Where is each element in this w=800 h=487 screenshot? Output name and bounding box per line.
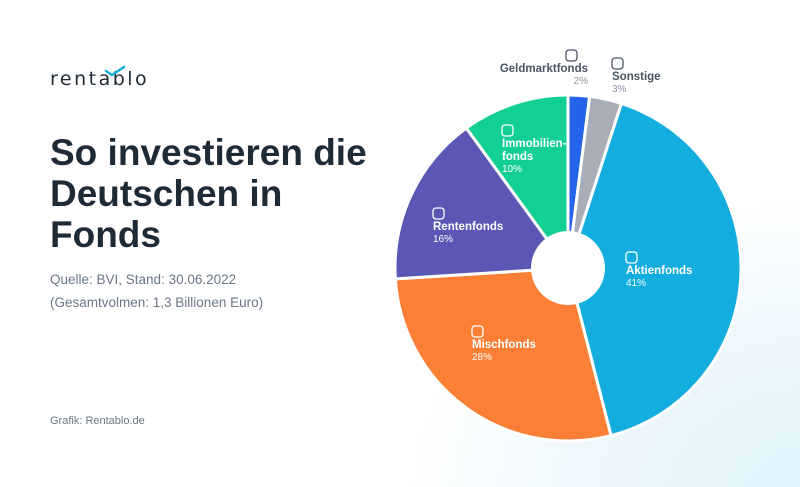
bank-exchange-icon [565, 49, 578, 62]
coin-icon [611, 57, 624, 70]
building-icon [501, 124, 514, 137]
pie-slice-immobilienfonds [464, 93, 570, 273]
source-line: Quelle: BVI, Stand: 30.06.2022 [50, 272, 237, 287]
total-volume-line: (Gesamtvolmen: 1,3 Billionen Euro) [50, 295, 264, 310]
checkmark-logo-icon [104, 65, 126, 77]
rentablo-logo: rentablo [50, 65, 150, 90]
pie-slice-aktienfonds [566, 101, 743, 438]
chart-line-icon [625, 251, 638, 264]
slice-value-label: 10% [502, 164, 522, 175]
slice-label: Rentenfonds [433, 221, 503, 233]
slice-label: Geldmarktfonds [500, 63, 588, 75]
dollar-coin-icon [471, 325, 484, 338]
slice-value-label: 28% [472, 352, 492, 363]
slice-value-label: 3% [612, 84, 627, 95]
slice-label: Aktienfonds [626, 265, 692, 277]
slice-label: Immobilien- [502, 138, 567, 150]
slice-value-label: 2% [574, 76, 589, 87]
pie-slice-rentenfonds [393, 125, 571, 281]
slice-value-label: 16% [433, 234, 453, 245]
page-title: So investieren die Deutschen in Fonds [50, 132, 367, 255]
slice-label: fonds [502, 151, 533, 163]
source-note: Quelle: BVI, Stand: 30.06.2022 (Gesamtvo… [50, 268, 263, 314]
donut-hole [531, 231, 605, 305]
credit: Grafik: Rentablo.de [50, 415, 145, 427]
logo-text: rentablo [50, 68, 150, 90]
slice-label: Sonstige [612, 71, 661, 83]
pie-slice-mischfonds [393, 266, 613, 443]
slice-value-label: 41% [626, 278, 646, 289]
inbox-download-icon [432, 207, 445, 220]
slice-label: Mischfonds [472, 339, 536, 351]
